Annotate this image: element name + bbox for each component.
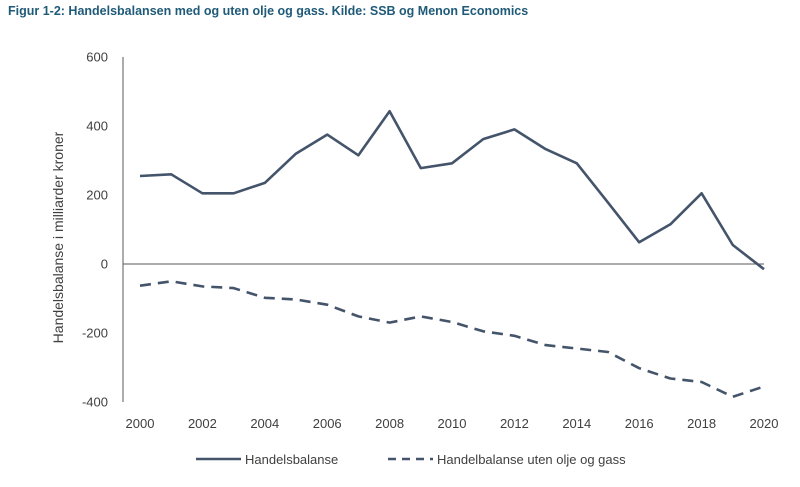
legend-label-2: Handelbalanse uten olje og gass (437, 452, 626, 467)
y-tick-label: 600 (86, 50, 108, 65)
y-tick-label: -400 (82, 395, 108, 410)
series-line-2 (139, 279, 765, 399)
legend: Handelsbalanse Handelbalanse uten olje og… (196, 452, 626, 467)
y-tick-label: 0 (101, 257, 108, 272)
x-tick-label: 2016 (625, 416, 654, 431)
x-tick-label: 2012 (500, 416, 529, 431)
x-tick-label: 2000 (126, 416, 155, 431)
axes (122, 57, 764, 402)
y-tick-label: -200 (82, 326, 108, 341)
legend-label-1: Handelsbalanse (245, 452, 338, 467)
x-tick-labels: 2000 2002 2004 2006 2008 2010 2012 2014 2016 2018… (126, 416, 779, 431)
x-tick-label: 2006 (313, 416, 342, 431)
series-line-1 (139, 109, 765, 271)
y-axis-title: Handelsbalanse i milliarder kroner (50, 131, 66, 343)
x-tick-label: 2018 (687, 416, 716, 431)
x-tick-label: 2008 (375, 416, 404, 431)
y-tick-label: 200 (86, 188, 108, 203)
x-tick-label: 2004 (250, 416, 279, 431)
y-tick-labels: 600 400 200 0 -200 -400 (82, 50, 108, 410)
figure-title: Figur 1-2: Handelsbalansen med og uten o… (8, 4, 529, 18)
x-tick-label: 2014 (562, 416, 591, 431)
series-lines (139, 109, 765, 399)
y-tick-label: 400 (86, 119, 108, 134)
x-tick-label: 2020 (750, 416, 779, 431)
x-tick-label: 2002 (188, 416, 217, 431)
x-tick-label: 2010 (438, 416, 467, 431)
